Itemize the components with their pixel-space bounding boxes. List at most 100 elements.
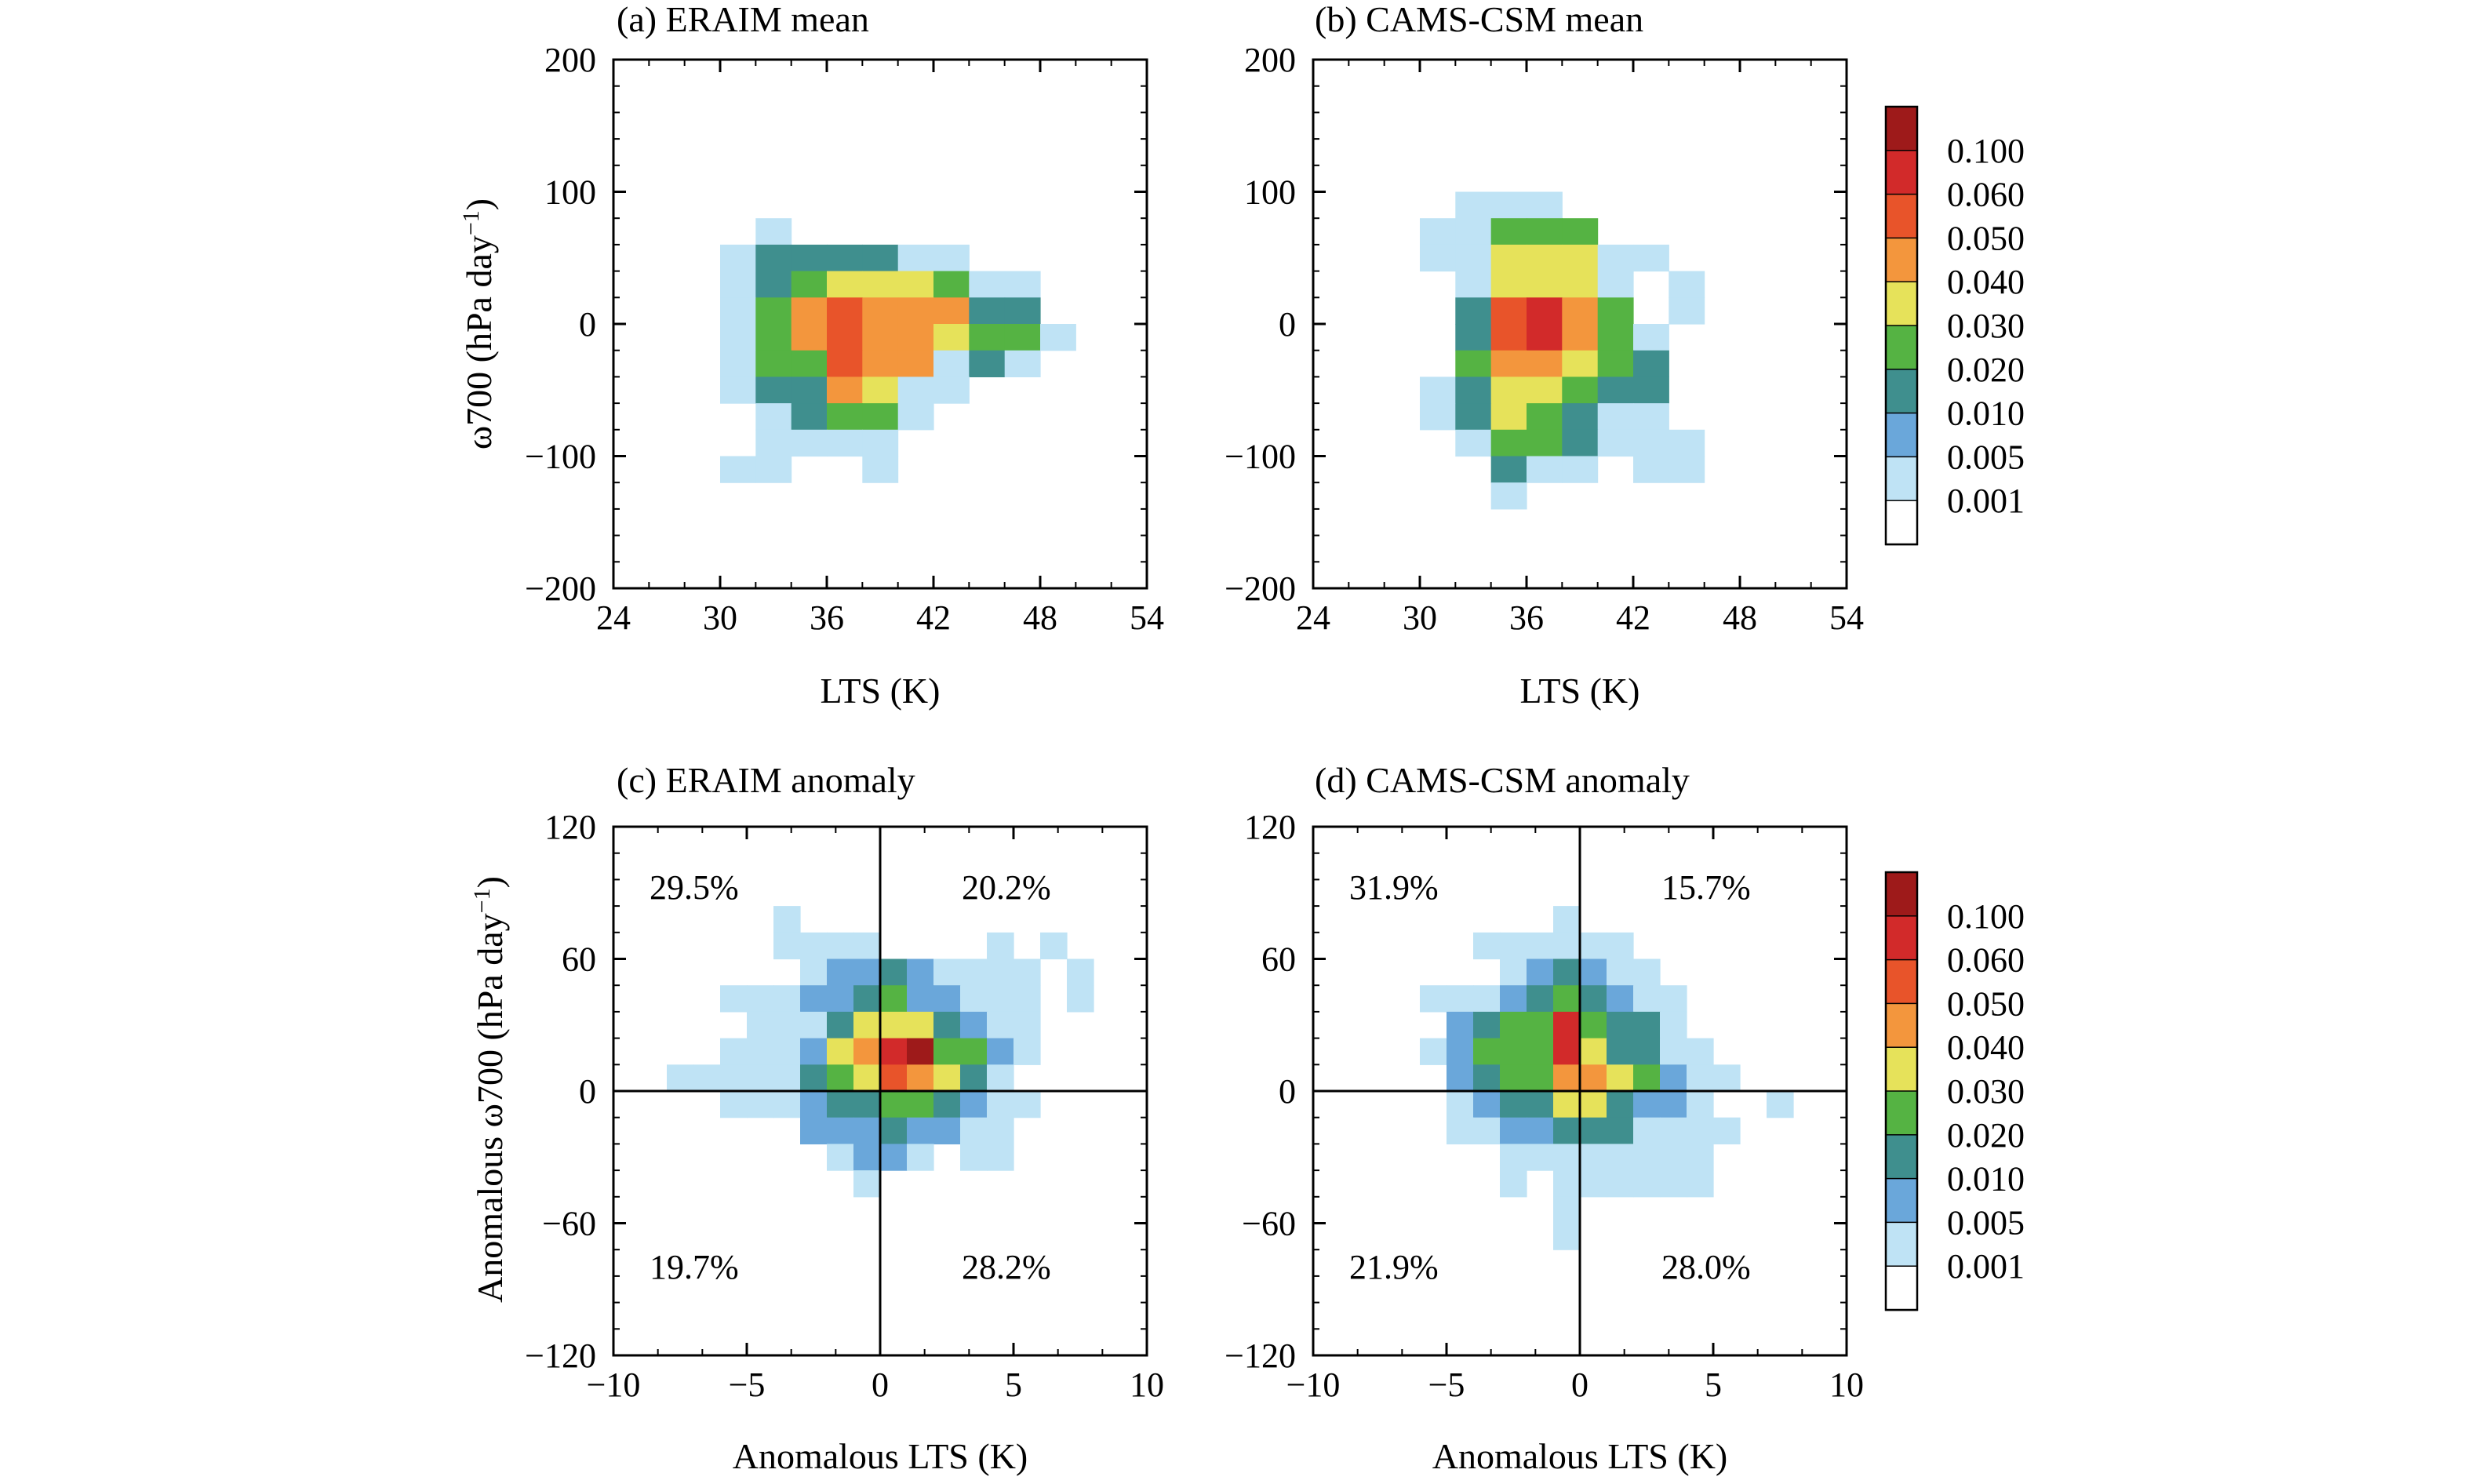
heatmap-cell bbox=[1500, 1117, 1527, 1144]
heatmap-cell bbox=[960, 1091, 988, 1118]
x-tick-label: 42 bbox=[1616, 598, 1650, 637]
heatmap-cell bbox=[907, 958, 934, 986]
heatmap-cell bbox=[1687, 1170, 1714, 1198]
heatmap-cell bbox=[1490, 297, 1527, 325]
heatmap-cell bbox=[800, 1011, 828, 1039]
heatmap-cell bbox=[862, 297, 899, 325]
heatmap-cell bbox=[1527, 958, 1554, 986]
heatmap-cell bbox=[1597, 297, 1634, 325]
heatmap-cell bbox=[1633, 1170, 1661, 1198]
heatmap-cell bbox=[1562, 456, 1599, 483]
colorbar-label: 0.020 bbox=[1947, 351, 2025, 389]
heatmap-cell bbox=[1660, 1064, 1687, 1092]
x-tick-label: 0 bbox=[1571, 1366, 1588, 1404]
heatmap-cell bbox=[1420, 985, 1447, 1013]
heatmap-cell bbox=[1490, 218, 1527, 246]
colorbar-label: 0.001 bbox=[1947, 482, 2025, 520]
heatmap-cell bbox=[1527, 191, 1563, 219]
heatmap-cell bbox=[1527, 218, 1563, 246]
y-tick-label: −100 bbox=[525, 438, 596, 476]
heatmap-cell bbox=[1067, 985, 1094, 1013]
heatmap-cell bbox=[1014, 1091, 1041, 1118]
y-tick-label: −120 bbox=[1225, 1337, 1296, 1375]
heatmap-cell bbox=[755, 350, 792, 377]
x-tick-label: 36 bbox=[1509, 598, 1544, 637]
y-tick-label: 200 bbox=[544, 41, 596, 79]
heatmap-cell bbox=[1633, 1091, 1661, 1118]
heatmap-cell bbox=[1713, 1064, 1741, 1092]
heatmap-cell bbox=[1633, 985, 1661, 1013]
heatmap-cell bbox=[1633, 403, 1669, 431]
heatmap-cell bbox=[1447, 1011, 1474, 1039]
heatmap-cell bbox=[720, 456, 756, 483]
heatmap-cell bbox=[720, 297, 756, 325]
heatmap-cell bbox=[1553, 1011, 1581, 1039]
colorbar-border bbox=[1884, 105, 1919, 546]
heatmap-cell bbox=[755, 429, 792, 457]
heatmap-cell bbox=[969, 271, 1006, 298]
heatmap-cell bbox=[897, 376, 934, 404]
heatmap-cell bbox=[827, 271, 863, 298]
heatmap-cell bbox=[1455, 350, 1492, 377]
heatmap-cell bbox=[1455, 403, 1492, 431]
heatmap-cell bbox=[773, 1011, 801, 1039]
x-axis-label: LTS (K) bbox=[821, 671, 941, 711]
heatmap-cell bbox=[1490, 244, 1527, 272]
heatmap-cell bbox=[987, 1011, 1014, 1039]
heatmap-cell bbox=[1420, 376, 1456, 404]
heatmap-cell bbox=[960, 1038, 988, 1065]
heatmap-cell bbox=[1597, 324, 1634, 351]
heatmap-cell bbox=[960, 1144, 988, 1171]
x-tick-label: −5 bbox=[729, 1366, 766, 1404]
heatmap-cell bbox=[1562, 244, 1599, 272]
colorbar-swatch bbox=[1885, 237, 1918, 283]
heatmap-cell bbox=[1447, 985, 1474, 1013]
heatmap-cell bbox=[1687, 1038, 1714, 1065]
heatmap-cell bbox=[773, 932, 801, 960]
heatmap-cell bbox=[1420, 1038, 1447, 1065]
heatmap-cell bbox=[1473, 985, 1501, 1013]
y-tick-label: 100 bbox=[544, 173, 596, 212]
heatmap-cell bbox=[853, 932, 881, 960]
heatmap-cell bbox=[1633, 324, 1669, 351]
quadrant-label-lower-left: 21.9% bbox=[1349, 1248, 1439, 1286]
heatmap-cell bbox=[862, 244, 899, 272]
heatmap-cell bbox=[1607, 985, 1634, 1013]
heatmap-cell bbox=[987, 958, 1014, 986]
heatmap-cell bbox=[1633, 1117, 1661, 1144]
x-tick-label: 10 bbox=[1829, 1366, 1864, 1404]
heatmap-cell bbox=[755, 403, 792, 431]
heatmap-cell bbox=[853, 1011, 881, 1039]
quadrant-label-upper-right: 20.2% bbox=[962, 868, 1051, 907]
heatmap-cell bbox=[1669, 429, 1705, 457]
heatmap-cell bbox=[755, 324, 792, 351]
heatmap-cell bbox=[1455, 324, 1492, 351]
heatmap-cell bbox=[1580, 958, 1607, 986]
heatmap-cell bbox=[1473, 1038, 1501, 1065]
heatmap-cell bbox=[907, 1144, 934, 1171]
heatmap-cell bbox=[720, 1064, 748, 1092]
heatmap-cell bbox=[1597, 376, 1634, 404]
heatmap-cell bbox=[1490, 324, 1527, 351]
heatmap-cell bbox=[907, 1011, 934, 1039]
heatmap-cell bbox=[1562, 218, 1599, 246]
heatmap-cell bbox=[853, 1091, 881, 1118]
heatmap-cell bbox=[862, 271, 899, 298]
heatmap-cell bbox=[1713, 1117, 1741, 1144]
quadrant-label-lower-right: 28.2% bbox=[962, 1248, 1051, 1286]
heatmap-cell bbox=[960, 1011, 988, 1039]
heatmap-cell bbox=[969, 297, 1006, 325]
heatmap-cell bbox=[755, 218, 792, 246]
heatmap-cells bbox=[720, 218, 1076, 483]
heatmap-cell bbox=[755, 297, 792, 325]
heatmap-cell bbox=[907, 985, 934, 1013]
x-tick-label: 24 bbox=[1296, 598, 1330, 637]
panel-d: −10 −5 0 5 10 −120 −60 0 60 120 (d) CAMS-CSM anom… bbox=[1225, 760, 1864, 1476]
heatmap-cell bbox=[880, 958, 908, 986]
heatmap-cell bbox=[933, 1064, 961, 1092]
heatmap-cell bbox=[1767, 1091, 1794, 1118]
heatmap-cell bbox=[1455, 244, 1492, 272]
colorbar-swatch bbox=[1885, 456, 1918, 502]
heatmap-cell bbox=[1633, 350, 1669, 377]
heatmap-cell bbox=[1562, 350, 1599, 377]
